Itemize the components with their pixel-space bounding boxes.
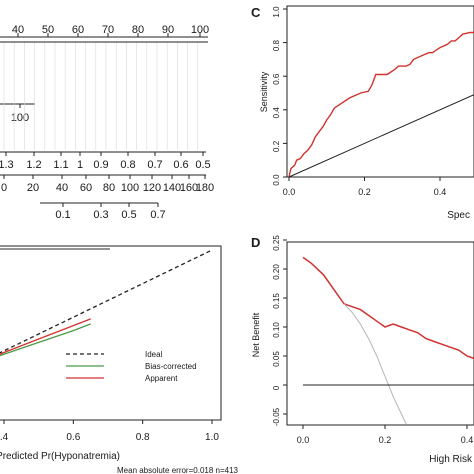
calibration-x-tick-label: 0.8 (136, 432, 150, 443)
calibration-x-axis-label: Predicted Pr(Hyponatremia) (0, 451, 120, 462)
calibration-line-apparent (0, 318, 91, 355)
dca-y-tick-label: 0.15 (272, 293, 281, 309)
legend-label-apparent: Apparent (145, 374, 178, 383)
dca-x-axis-label: High Risk (429, 454, 473, 465)
calibration-footnote: Mean absolute error=0.018 n=413 (117, 466, 239, 474)
calibration-line-ideal (0, 249, 213, 354)
dca-lines (302, 256, 474, 424)
dca-y-tick-label: 0.25 (272, 235, 281, 251)
roc-x-tick-label: 0.0 (283, 187, 296, 197)
nomogram-panel: 40 50 60 70 80 90 100 100 1.3 1.2 1.1 1 0.9 0.8 0.7 0.6… (0, 24, 214, 221)
roc-y-tick-label: 0.8 (272, 39, 281, 51)
nomogram-tick-label: 0.3 (93, 209, 108, 221)
nomogram-tick-label: 0.6 (173, 159, 188, 171)
nomogram-tick-label: 20 (27, 182, 39, 194)
roc-y-axis-label: Sensitivity (259, 71, 269, 112)
legend-label-bias-corrected: Bias-corrected (145, 362, 197, 371)
nomogram-tick-label: 100 (121, 182, 139, 194)
nomogram-tick-label: 140 (163, 182, 181, 194)
roc-x-tick-label: 0.4 (434, 187, 447, 197)
roc-y-tick-label: 1.0 (272, 6, 281, 18)
nomogram-tick-label: 100 (11, 112, 29, 124)
nomogram-tick-label: 1 (77, 159, 83, 171)
roc-y-tick-label: 0.6 (272, 73, 281, 85)
roc-curve (288, 31, 474, 178)
nomogram-tick-label: 0.9 (93, 159, 108, 171)
nomogram-tick-label: 1.1 (53, 159, 68, 171)
dca-plot-frame (286, 241, 474, 426)
roc-x-tick-label: 0.2 (358, 187, 371, 197)
calibration-panel: .4 0.6 0.8 1.0 Predicted Pr(Hyponatremia) Mea… (0, 245, 239, 474)
roc-y-tick-label: 0.4 (272, 107, 281, 119)
nomogram-tick-label: 120 (143, 182, 161, 194)
dca-line-model (302, 256, 474, 360)
roc-y-tick-label: 0.2 (272, 140, 281, 152)
panel-letter-c: C (251, 5, 261, 20)
dca-y-tick-label: 0 (272, 385, 281, 390)
nomogram-tick-label: 100 (191, 24, 209, 36)
nomogram-tick-label: 70 (102, 24, 114, 36)
nomogram-tick-label: 0.5 (121, 209, 136, 221)
nomogram-tick-label: 80 (103, 182, 115, 194)
nomogram-tick-label: 50 (42, 24, 54, 36)
nomogram-tick-label: 0.5 (195, 159, 210, 171)
dca-x-tick-label: 0.2 (379, 435, 392, 445)
nomogram-tick-label: 90 (162, 24, 174, 36)
nomogram-tick-label: 1.3 (0, 159, 14, 171)
calibration-line-bias-corrected (0, 323, 91, 357)
panel-letter-d: D (251, 235, 260, 250)
nomogram-tick-label: 160 (180, 182, 198, 194)
nomogram-tick-label: 40 (12, 24, 24, 36)
nomogram-tick-label: 40 (56, 182, 68, 194)
roc-plot-frame (286, 5, 474, 178)
nomogram-tick-label: 0 (1, 182, 7, 194)
dca-y-tick-label: -0.05 (272, 407, 281, 426)
calibration-plot-frame (0, 245, 222, 421)
nomogram-tick-label: 180 (196, 182, 214, 194)
nomogram-tick-label: 0.7 (150, 209, 165, 221)
dca-x-tick-label: 0.4 (461, 435, 474, 445)
dca-y-tick-label: 0.05 (272, 351, 281, 367)
roc-panel: C 0.00.20.40.60.81.00.0 0.2 0.4Sensitivity… (251, 5, 474, 221)
nomogram-tick-label: 0.7 (147, 159, 162, 171)
dca-y-tick-label: 0.20 (272, 264, 281, 280)
dca-y-axis-label: Net Benefit (251, 312, 261, 357)
dca-line-treat-all (343, 303, 407, 424)
legend-label-ideal: Ideal (145, 350, 163, 359)
nomogram-tick-label: 60 (80, 182, 92, 194)
calibration-x-tick-label: 1.0 (205, 432, 219, 443)
nomogram-tick-label: 0.8 (120, 159, 135, 171)
dca-y-tick-label: 0.10 (272, 322, 281, 338)
nomogram-tick-label: 0.1 (55, 209, 70, 221)
nomogram-tick-label: 80 (132, 24, 144, 36)
nomogram-tick-label: 60 (72, 24, 84, 36)
dca-x-tick-label: 0.0 (297, 435, 310, 445)
decision-curve-panel: D -0.05 0 0.05 0.10 0.15 0.20 0.25 0.0 0.2 0.4 Net… (251, 235, 474, 465)
nomogram-tick-label: 1.2 (26, 159, 41, 171)
calibration-x-tick-label: 0.6 (66, 432, 80, 443)
calibration-x-tick-label: .4 (0, 432, 9, 443)
roc-reference-line (288, 94, 474, 178)
roc-x-axis-label: Spec (447, 210, 470, 221)
roc-y-tick-label: 0.0 (272, 174, 281, 186)
